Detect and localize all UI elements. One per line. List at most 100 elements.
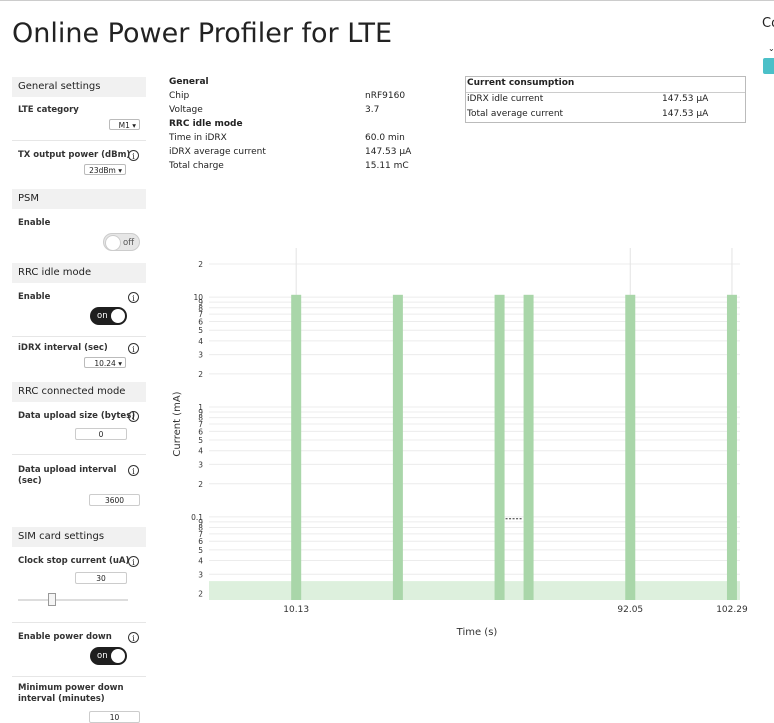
slider-thumb[interactable] bbox=[48, 593, 56, 606]
consumption-value: 147.53 µA bbox=[662, 109, 709, 119]
y-tick-label: 6 bbox=[198, 427, 203, 436]
y-tick-label: 7 bbox=[198, 310, 203, 319]
summary-label: Total charge bbox=[169, 161, 224, 171]
current-pulse bbox=[291, 294, 302, 600]
x-tick-label: 92.05 bbox=[617, 605, 643, 615]
setting-label: Clock stop current (uA) bbox=[18, 556, 130, 566]
y-tick-label: 3 bbox=[198, 570, 203, 579]
y-tick-label: 8 bbox=[198, 523, 203, 532]
separator bbox=[12, 676, 146, 677]
info-icon[interactable]: i bbox=[128, 343, 139, 354]
info-icon[interactable]: i bbox=[128, 292, 139, 303]
chevron[interactable]: ⌄ bbox=[768, 44, 774, 53]
toggle[interactable]: off bbox=[103, 233, 140, 251]
toggle[interactable]: on bbox=[90, 647, 127, 665]
current-pulse bbox=[726, 294, 737, 600]
y-tick-label: 1 bbox=[198, 403, 203, 412]
y-tick-label: 5 bbox=[198, 436, 203, 445]
select-value: 10.24 bbox=[94, 359, 116, 368]
y-tick-label: 4 bbox=[198, 337, 203, 346]
y-tick-label: 8 bbox=[198, 414, 203, 423]
summary-value: 147.53 µA bbox=[365, 147, 412, 157]
input[interactable]: 30 bbox=[75, 572, 127, 584]
baseline-area bbox=[209, 581, 740, 600]
y-tick-label: 4 bbox=[198, 557, 203, 566]
y-tick-label: 10 bbox=[193, 293, 203, 302]
y-tick-label: 9 bbox=[198, 298, 203, 307]
input[interactable]: 3600 bbox=[89, 494, 140, 506]
select-value: 23dBm bbox=[89, 166, 116, 175]
select[interactable]: 23dBm ▾ bbox=[84, 164, 126, 175]
x-tick-label: 102.29 bbox=[716, 605, 748, 615]
toggle-text: off bbox=[123, 238, 135, 248]
y-tick-label: 4 bbox=[198, 447, 203, 456]
select[interactable]: 10.24 ▾ bbox=[84, 357, 126, 368]
y-tick-label: 5 bbox=[198, 546, 203, 555]
current-pulse bbox=[392, 294, 403, 600]
y-tick-label: 9 bbox=[198, 408, 203, 417]
y-tick-label: 8 bbox=[198, 304, 203, 313]
y-tick-label: 9 bbox=[198, 518, 203, 527]
summary-value: 3.7 bbox=[365, 105, 380, 115]
x-tick-label: 10.13 bbox=[283, 605, 309, 615]
y-tick-label: 3 bbox=[198, 460, 203, 469]
separator bbox=[12, 336, 146, 337]
y-tick-label: 2 bbox=[198, 370, 203, 379]
current-pulse bbox=[523, 294, 534, 600]
current-pulse bbox=[625, 294, 636, 600]
cut-off-text: Co bbox=[762, 16, 774, 31]
toggle-text: on bbox=[97, 311, 108, 321]
y-tick-label: 5 bbox=[198, 326, 203, 335]
slider-track[interactable] bbox=[18, 599, 128, 601]
setting-label: Data upload interval (sec) bbox=[18, 465, 117, 486]
info-icon[interactable]: i bbox=[128, 556, 139, 567]
y-axis-label: Current (mA) bbox=[172, 391, 183, 456]
section-header: PSM bbox=[12, 189, 146, 209]
button[interactable] bbox=[763, 58, 774, 74]
y-tick-label: 6 bbox=[198, 537, 203, 546]
y-tick-label: 7 bbox=[198, 420, 203, 429]
setting-label: Data upload size (bytes) bbox=[18, 411, 136, 421]
select-value: M1 bbox=[118, 121, 130, 130]
select[interactable]: M1 ▾ bbox=[109, 119, 140, 130]
input[interactable]: 0 bbox=[75, 428, 127, 440]
toggle-text: on bbox=[97, 651, 108, 661]
current-pulse bbox=[494, 294, 505, 600]
y-tick-label: 0.1 bbox=[191, 513, 203, 522]
toggle-knob bbox=[105, 235, 121, 251]
consumption-box: Current consumption iDRX idle current 14… bbox=[465, 76, 746, 123]
toggle-knob bbox=[111, 309, 125, 323]
x-axis-label: Time (s) bbox=[456, 627, 498, 638]
consumption-label: iDRX idle current bbox=[467, 94, 544, 104]
setting-label: TX output power (dBm) bbox=[18, 150, 131, 160]
setting-label: Minimum power down interval (minutes) bbox=[18, 683, 124, 704]
toggle[interactable]: on bbox=[90, 307, 127, 325]
info-icon[interactable]: i bbox=[128, 411, 139, 422]
separator bbox=[12, 622, 146, 623]
summary-label: iDRX average current bbox=[169, 147, 266, 157]
setting-label: iDRX interval (sec) bbox=[18, 343, 108, 353]
consumption-heading: Current consumption bbox=[467, 78, 575, 88]
info-icon[interactable]: i bbox=[128, 632, 139, 643]
summary-label: Chip bbox=[169, 91, 190, 101]
page-title: Online Power Profiler for LTE bbox=[12, 18, 393, 49]
info-icon[interactable]: i bbox=[128, 465, 139, 476]
y-tick-label: 6 bbox=[198, 317, 203, 326]
consumption-value: 147.53 µA bbox=[662, 94, 709, 104]
section-header: RRC idle mode bbox=[12, 263, 146, 283]
setting-label: Enable bbox=[18, 292, 51, 302]
summary-value: nRF9160 bbox=[365, 91, 406, 101]
summary-value: 60.0 min bbox=[365, 133, 405, 143]
section-header: SIM card settings bbox=[12, 527, 146, 547]
section-header: General settings bbox=[12, 77, 146, 97]
summary-heading: RRC idle mode bbox=[169, 119, 243, 129]
y-tick-label: 3 bbox=[198, 351, 203, 360]
top-border bbox=[0, 0, 774, 1]
y-tick-label: 7 bbox=[198, 530, 203, 539]
y-tick-label: 2 bbox=[198, 480, 203, 489]
setting-label: Enable power down bbox=[18, 632, 112, 642]
setting-label: LTE category bbox=[18, 105, 79, 115]
info-icon[interactable]: i bbox=[128, 150, 139, 161]
